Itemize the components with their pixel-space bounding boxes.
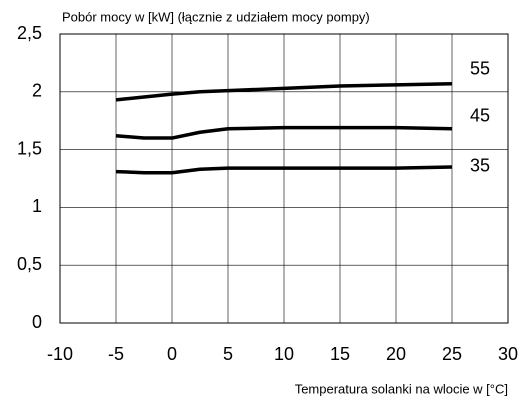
y-tick-label: 2,5 bbox=[17, 23, 42, 43]
y-tick-label: 1,5 bbox=[17, 138, 42, 158]
line bbox=[115, 125, 453, 140]
line bbox=[115, 165, 453, 175]
x-tick-label: 5 bbox=[223, 344, 233, 364]
chart-title: Pobór mocy w [kW] (łącznie z udziałem mo… bbox=[62, 9, 370, 24]
series-label: 55 bbox=[470, 58, 490, 78]
plot-frame bbox=[59, 33, 509, 324]
series-label: 45 bbox=[470, 106, 490, 126]
line bbox=[115, 81, 453, 102]
x-tick-label: 0 bbox=[167, 344, 177, 364]
x-tick-label: 20 bbox=[386, 344, 406, 364]
y-tick-label: 0,5 bbox=[17, 254, 42, 274]
x-axis-label: Temperatura solanki na wlocie w [°C] bbox=[295, 381, 508, 396]
x-tick-label: 30 bbox=[498, 344, 518, 364]
y-tick-label: 0 bbox=[32, 312, 42, 332]
x-tick-label: -5 bbox=[108, 344, 124, 364]
x-tick-label: 25 bbox=[442, 344, 462, 364]
series-label: 35 bbox=[470, 156, 490, 176]
x-tick-label: -10 bbox=[47, 344, 73, 364]
y-tick-label: 1 bbox=[32, 196, 42, 216]
x-tick-label: 10 bbox=[274, 344, 294, 364]
x-tick-label: 15 bbox=[330, 344, 350, 364]
y-tick-label: 2 bbox=[32, 81, 42, 101]
